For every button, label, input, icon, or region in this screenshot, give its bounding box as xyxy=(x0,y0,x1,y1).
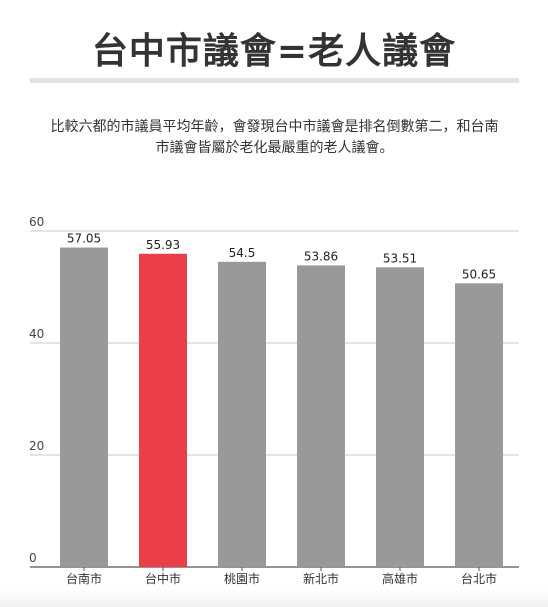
description-line-1: 比較六都的市議員平均年齡，會發現台中市議會是排名倒數第二，和台南 xyxy=(50,119,499,135)
data-label: 54.5 xyxy=(229,246,256,260)
x-tick-label: 台中市 xyxy=(145,571,181,586)
description-line-2: 市議會皆屬於老化最嚴重的老人議會。 xyxy=(155,140,394,156)
bar xyxy=(297,265,345,567)
data-label: 53.51 xyxy=(383,251,417,265)
title-divider xyxy=(30,78,519,83)
chart-description: 比較六都的市議員平均年齡，會發現台中市議會是排名倒數第二，和台南 市議會皆屬於老… xyxy=(30,117,519,159)
y-tick-label: 60 xyxy=(29,215,44,229)
data-label: 55.93 xyxy=(146,238,180,252)
page-title: 台中市議會=老人議會 xyxy=(91,31,457,72)
data-label: 50.65 xyxy=(462,267,496,281)
y-tick-label: 40 xyxy=(29,327,44,341)
x-tick-label: 台北市 xyxy=(461,571,497,586)
bar xyxy=(139,253,187,568)
footer-fade xyxy=(0,589,548,607)
bar xyxy=(218,261,266,567)
y-tick-label: 20 xyxy=(29,439,44,453)
y-tick-label: 0 xyxy=(29,551,37,565)
x-tick-label: 台南市 xyxy=(66,571,102,586)
bar xyxy=(455,283,503,567)
bar xyxy=(60,247,108,567)
x-tick-label: 新北市 xyxy=(303,571,339,586)
x-tick-label: 桃園市 xyxy=(224,571,260,586)
x-tick-label: 高雄市 xyxy=(382,571,418,586)
data-label: 57.05 xyxy=(67,232,101,246)
data-label: 53.86 xyxy=(304,249,338,263)
bar xyxy=(376,267,424,567)
